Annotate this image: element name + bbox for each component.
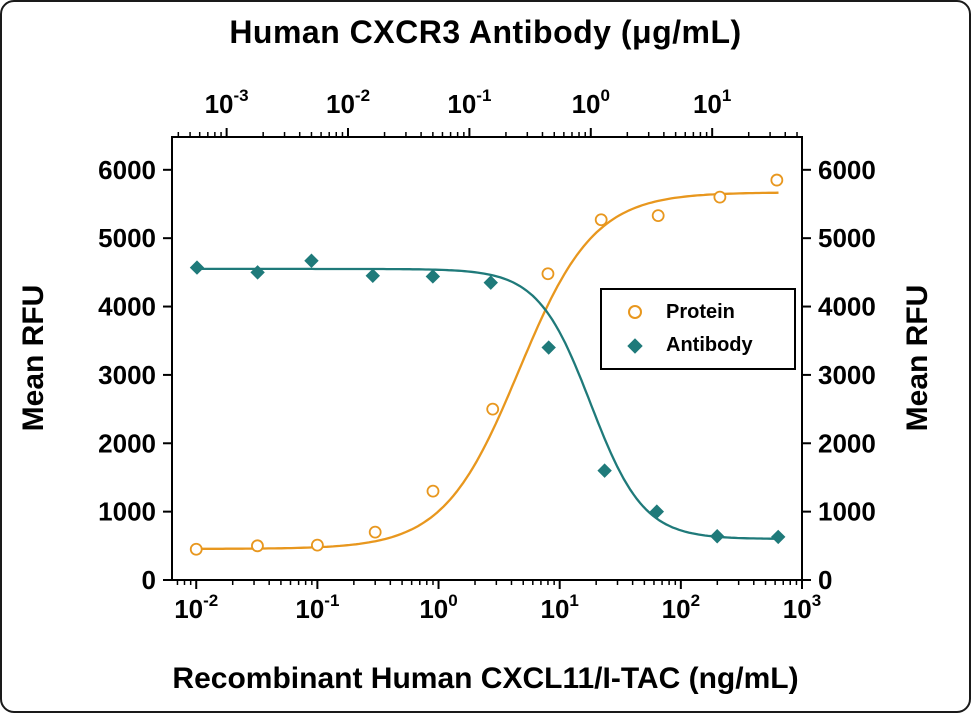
protein-data-point bbox=[310, 538, 324, 552]
protein-marker-icon bbox=[628, 305, 642, 320]
protein-data-point bbox=[713, 190, 727, 204]
x-tick-label: 101 bbox=[693, 86, 731, 119]
antibody-data-point bbox=[597, 463, 612, 478]
protein-data-point bbox=[651, 209, 665, 223]
antibody-data-point bbox=[541, 340, 556, 355]
antibody-data-point bbox=[709, 529, 725, 544]
y-tick-label-left: 5000 bbox=[98, 223, 156, 253]
protein-data-point bbox=[541, 267, 555, 281]
y-tick-label-left: 3000 bbox=[98, 360, 156, 390]
antibody-curve bbox=[195, 267, 780, 540]
antibody-marker-icon bbox=[627, 338, 643, 354]
antibody-data-point bbox=[425, 269, 441, 284]
x-tick-label: 10-2 bbox=[174, 591, 218, 624]
bottom-axis-title: Recombinant Human CXCL11/I-TAC (ng/mL) bbox=[172, 662, 799, 695]
legend-label-protein: Protein bbox=[666, 300, 735, 323]
antibody-data-point bbox=[365, 268, 380, 283]
x-tick-label: 10-1 bbox=[295, 591, 339, 624]
y-tick-label-left: 0 bbox=[142, 565, 156, 595]
protein-data-point bbox=[770, 173, 784, 187]
y-tick-label-left: 4000 bbox=[98, 292, 156, 322]
x-tick-label: 102 bbox=[662, 591, 700, 624]
legend: Protein Antibody bbox=[600, 288, 796, 370]
y-tick-label-right: 0 bbox=[818, 565, 832, 595]
legend-label-antibody: Antibody bbox=[666, 334, 753, 357]
x-tick-label: 10-1 bbox=[447, 86, 491, 119]
protein-data-point bbox=[251, 539, 264, 553]
y-tick-label-right: 6000 bbox=[818, 155, 876, 185]
protein-curve bbox=[193, 191, 779, 550]
antibody-data-point bbox=[304, 253, 319, 268]
protein-data-point bbox=[368, 525, 382, 539]
x-tick-label: 10-3 bbox=[205, 86, 249, 119]
protein-data-point bbox=[486, 402, 500, 416]
y-tick-label-right: 4000 bbox=[818, 292, 876, 322]
antibody-data-point bbox=[649, 504, 665, 519]
antibody-data-point bbox=[771, 529, 786, 545]
antibody-data-point bbox=[483, 275, 498, 290]
x-tick-label: 10-2 bbox=[326, 86, 370, 119]
y-tick-label-left: 1000 bbox=[98, 497, 156, 527]
y-tick-label-left: 6000 bbox=[98, 155, 156, 185]
x-tick-label: 100 bbox=[572, 86, 610, 119]
legend-item-protein: Protein bbox=[624, 301, 794, 324]
y-tick-label-right: 1000 bbox=[818, 497, 876, 527]
antibody-data-point bbox=[250, 265, 265, 280]
y-tick-label-right: 2000 bbox=[818, 428, 876, 458]
y-tick-label-left: 2000 bbox=[98, 428, 156, 458]
right-axis-title: Mean RFU bbox=[901, 284, 934, 432]
antibody-data-point bbox=[189, 260, 205, 275]
y-tick-label-right: 3000 bbox=[818, 360, 876, 390]
plot-frame bbox=[171, 136, 803, 581]
x-tick-label: 101 bbox=[540, 591, 578, 624]
top-axis-title: Human CXCR3 Antibody (μg/mL) bbox=[229, 14, 742, 50]
protein-data-point bbox=[426, 484, 440, 498]
left-axis-title: Mean RFU bbox=[17, 284, 50, 432]
legend-item-antibody: Antibody bbox=[624, 334, 794, 357]
y-tick-label-right: 5000 bbox=[818, 223, 876, 253]
x-tick-label: 100 bbox=[419, 591, 457, 624]
protein-data-point bbox=[189, 542, 203, 556]
protein-data-point bbox=[594, 213, 608, 227]
x-tick-label: 103 bbox=[783, 591, 821, 624]
